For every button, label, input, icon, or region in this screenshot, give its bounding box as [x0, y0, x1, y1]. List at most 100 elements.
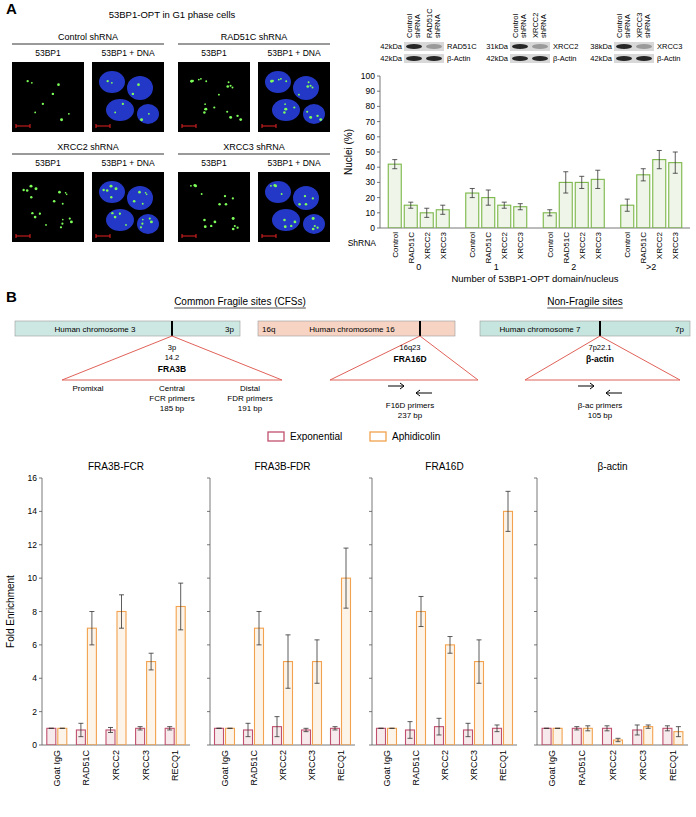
- foci: [309, 116, 311, 118]
- lane-label-line: shRNA: [433, 14, 442, 38]
- y-tick: [369, 644, 372, 645]
- x-tick-label: RAD51C: [577, 750, 587, 786]
- group-underline: [12, 44, 164, 45]
- band: [616, 56, 632, 61]
- foci: [203, 111, 206, 114]
- foci: [137, 83, 140, 86]
- x-tick-label: 2: [571, 262, 576, 272]
- kda-label: 42kDa: [380, 42, 403, 51]
- foci: [198, 79, 200, 81]
- foci: [236, 227, 238, 229]
- foci: [274, 185, 277, 188]
- foci: [204, 108, 206, 110]
- band: [406, 44, 422, 49]
- foci: [228, 81, 230, 83]
- y-tick: [369, 478, 372, 479]
- x-tick-label: XRCC2: [440, 750, 450, 781]
- nucleus: [265, 71, 291, 93]
- y-tick: [369, 544, 372, 545]
- x-tick-label: XRCC2: [111, 750, 121, 781]
- chromosome: [15, 321, 240, 336]
- lane-label-line: shRNA: [643, 14, 652, 38]
- protein-label: XRCC3: [657, 42, 682, 51]
- x-tick-label: Goat IgG: [382, 750, 392, 787]
- band-marker: [599, 321, 601, 336]
- y-tick-label: 40: [366, 162, 376, 172]
- foci: [284, 225, 287, 228]
- y-tick: [39, 711, 42, 712]
- error-bar: [595, 170, 600, 188]
- error-bar: [138, 727, 143, 730]
- bar: [466, 193, 479, 228]
- y-axis-label: Fold Enrichment: [5, 575, 16, 648]
- foci: [232, 87, 234, 89]
- foci: [34, 112, 36, 114]
- error-bar: [178, 583, 183, 630]
- error-bar: [579, 176, 584, 188]
- bar: [637, 175, 650, 228]
- section-heading: Common Fragile sites (CFSs): [174, 296, 306, 307]
- band: [616, 44, 632, 49]
- site-label: FRA16D: [393, 354, 426, 364]
- y-tick-label: 8: [32, 607, 37, 617]
- error-bar: [275, 717, 280, 737]
- legend-swatch: [370, 432, 386, 441]
- error-bar: [419, 596, 424, 626]
- region-label: Promixal: [72, 384, 103, 393]
- error-bar: [108, 727, 113, 732]
- bar: [255, 628, 264, 745]
- error-bar: [167, 727, 172, 730]
- x-tick-label: XRCC3: [307, 750, 317, 781]
- bar-label: Control: [391, 232, 400, 258]
- foci: [224, 195, 226, 197]
- band-label: 16q23: [400, 343, 421, 352]
- bar: [575, 182, 588, 228]
- kda-label: 31kDa: [486, 42, 509, 51]
- foci: [232, 228, 235, 231]
- foci: [111, 82, 113, 84]
- primer-arrow: [606, 390, 622, 396]
- x-tick-label: RECQ1: [170, 750, 180, 781]
- legend-swatch: [268, 432, 284, 441]
- y-tick-label: 50: [366, 147, 376, 157]
- bar: [47, 728, 56, 745]
- lane-label: ControlshRNA: [511, 13, 528, 38]
- foci: [226, 111, 228, 113]
- lane-label-line: shRNA: [413, 14, 422, 38]
- group-underline: [12, 154, 164, 155]
- bar: [136, 728, 145, 745]
- band: [426, 56, 442, 61]
- lane-label: ControlshRNA: [405, 13, 422, 38]
- bar: [117, 612, 126, 746]
- chart: FRA16DGoat IgGRAD51CXRCC2XRCC3RECQ1: [369, 461, 517, 787]
- foci: [141, 223, 143, 225]
- chromosome-label: Human chromosome 3: [55, 325, 136, 334]
- error-bar: [408, 722, 413, 739]
- micrograph: [258, 172, 330, 242]
- band-label: 7p22.1: [589, 343, 612, 352]
- zoom-triangle: [62, 336, 282, 380]
- y-tick-label: 0: [370, 223, 375, 233]
- series-label: ShRNA: [348, 238, 377, 248]
- channel-label: 53BP1 + DNA: [267, 158, 320, 168]
- micrograph: [12, 172, 84, 242]
- bar: [226, 728, 235, 745]
- error-bar: [49, 728, 54, 729]
- y-tick: [377, 106, 380, 107]
- nucleus: [272, 209, 300, 231]
- x-tick-label: RAD51C: [81, 750, 91, 786]
- y-tick: [534, 511, 537, 512]
- bar: [653, 160, 666, 228]
- kda-label: 42kDa: [486, 54, 509, 63]
- foci: [290, 225, 292, 227]
- foci: [214, 221, 217, 224]
- y-tick: [377, 91, 380, 92]
- scale-bar: [96, 234, 110, 238]
- foci: [316, 115, 318, 117]
- y-tick: [207, 644, 210, 645]
- chart-title: FRA3B-FDR: [254, 461, 310, 472]
- scale-bar: [182, 234, 196, 238]
- error-bar: [547, 210, 552, 216]
- error-bar: [641, 169, 646, 181]
- x-tick-label: RECQ1: [498, 750, 508, 781]
